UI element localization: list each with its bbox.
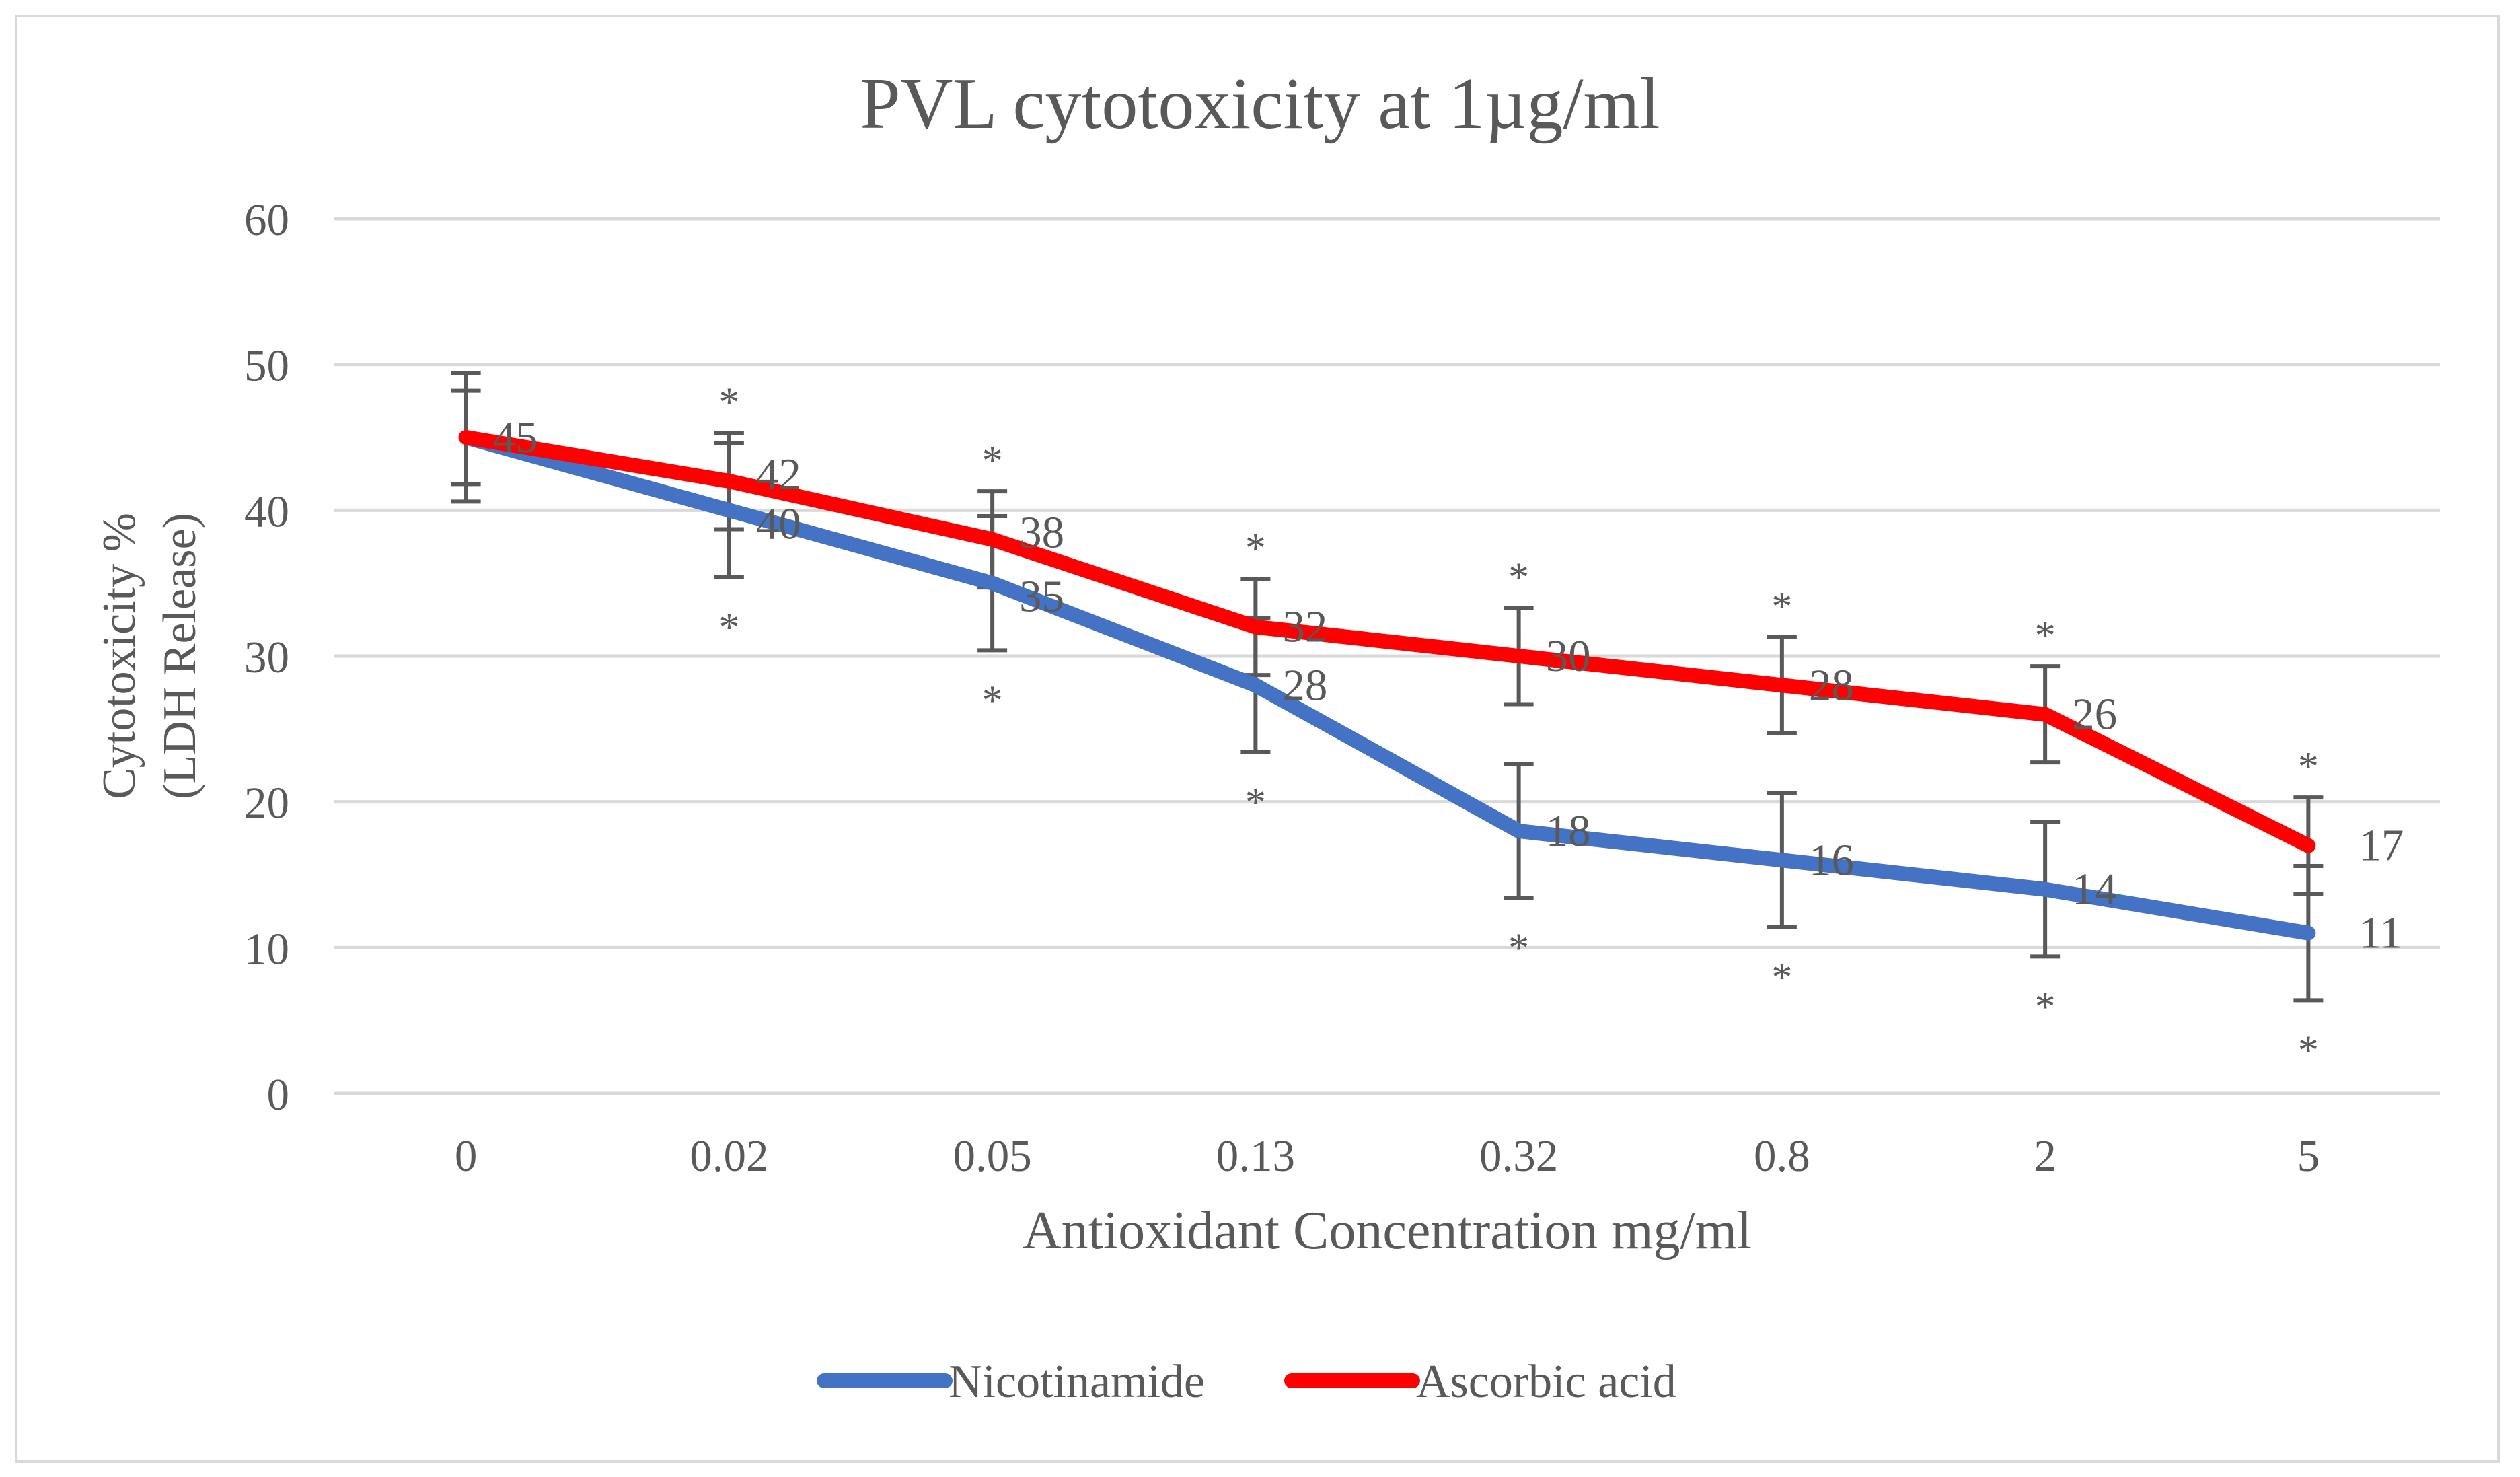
data-label: 28 (1282, 660, 1327, 710)
y-tick-label: 20 (244, 779, 289, 828)
legend-label: Nicotinamide (949, 1356, 1205, 1408)
data-label: 28 (1809, 660, 1854, 710)
significance-marker: * (1245, 526, 1266, 571)
y-tick-label: 0 (267, 1070, 290, 1120)
y-tick-label: 50 (244, 341, 289, 391)
data-label: 45 (493, 412, 538, 462)
data-label: 40 (756, 499, 801, 548)
x-tick-label: 0.05 (953, 1131, 1032, 1181)
significance-marker: * (1508, 926, 1529, 972)
significance-marker: * (1771, 584, 1792, 630)
x-tick-label: 0.8 (1754, 1131, 1810, 1181)
x-tick-label: 0 (455, 1131, 478, 1181)
significance-marker: * (2298, 744, 2319, 790)
significance-marker: * (718, 605, 739, 651)
y-axis-label-line-2: (LDH Release) (154, 513, 206, 799)
data-label: 35 (1019, 572, 1064, 622)
significance-marker: * (718, 380, 739, 426)
y-tick-label: 30 (244, 633, 289, 682)
significance-marker: * (1771, 955, 1792, 1001)
data-label: 11 (2359, 908, 2402, 958)
significance-marker: * (2035, 613, 2056, 659)
significance-marker: * (982, 678, 1003, 723)
x-tick-label: 0.13 (1216, 1131, 1295, 1181)
data-label: 14 (2072, 865, 2117, 914)
x-tick-label: 0.02 (690, 1131, 768, 1181)
data-label: 32 (1282, 602, 1327, 652)
significance-marker: * (1245, 780, 1266, 826)
significance-marker: * (2298, 1028, 2319, 1073)
x-tick-label: 5 (2297, 1131, 2320, 1181)
data-label: 38 (1019, 508, 1064, 558)
x-tick-label: 0.32 (1479, 1131, 1558, 1181)
y-tick-label: 40 (244, 487, 289, 536)
x-axis-label: Antioxidant Concentration mg/ml (1023, 1201, 1752, 1260)
x-tick-label: 2 (2034, 1131, 2056, 1181)
series-line-nicotinamide (458, 430, 2316, 941)
data-label: 17 (2359, 821, 2404, 871)
significance-marker: * (1508, 555, 1529, 601)
data-label: 16 (1809, 835, 1854, 885)
significance-marker: * (982, 438, 1003, 484)
y-axis-label-line-1: Cytotoxicity % (94, 513, 145, 799)
significance-marker: * (2035, 984, 2056, 1030)
legend-label: Ascorbic acid (1416, 1356, 1676, 1408)
data-label: 42 (756, 449, 801, 499)
y-tick-label: 60 (244, 195, 289, 245)
chart-title: PVL cytotoxicity at 1µg/ml (860, 64, 1660, 144)
data-label: 26 (2072, 690, 2117, 740)
series-line-ascorbic-acid (458, 430, 2316, 853)
data-label: 30 (1546, 631, 1591, 681)
data-label: 18 (1546, 806, 1591, 856)
y-tick-label: 10 (244, 924, 289, 974)
